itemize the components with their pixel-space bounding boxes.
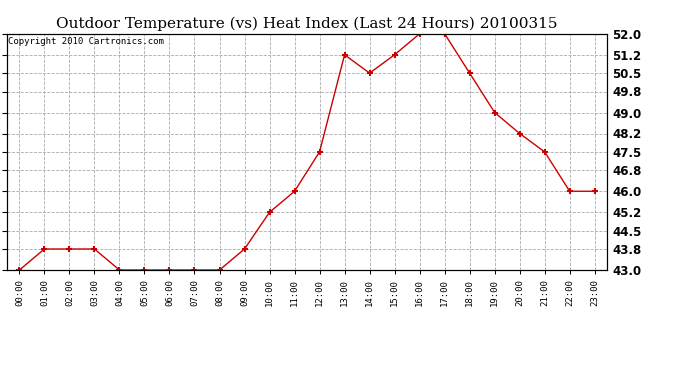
Title: Outdoor Temperature (vs) Heat Index (Last 24 Hours) 20100315: Outdoor Temperature (vs) Heat Index (Las… (57, 17, 558, 31)
Text: Copyright 2010 Cartronics.com: Copyright 2010 Cartronics.com (8, 37, 164, 46)
